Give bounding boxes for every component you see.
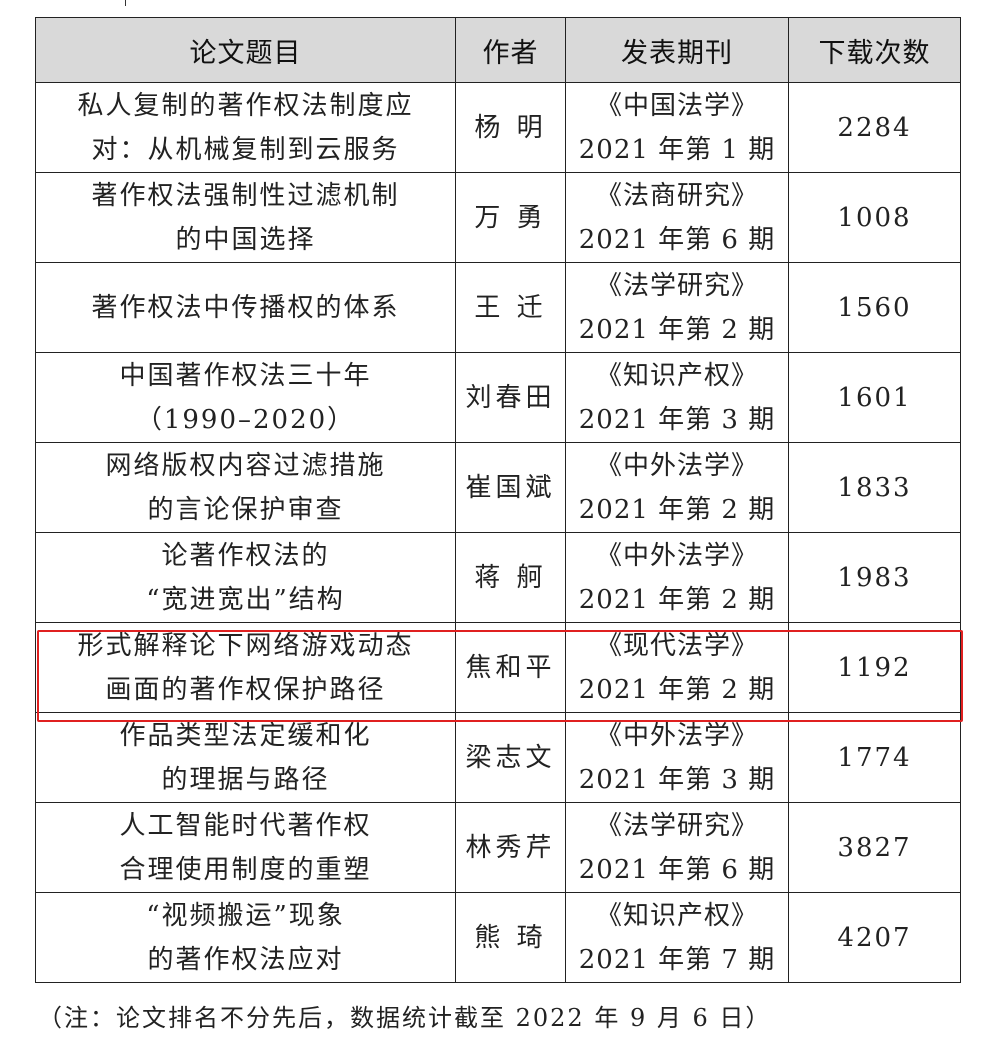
journal: 《中外法学》 2021 年第 3 期 xyxy=(565,712,789,803)
table-row: 形式解释论下网络游戏动态 画面的著作权保护路径 焦和平 《现代法学》 2021 年第 2… xyxy=(35,622,961,713)
title-line-1: 私人复制的著作权法制度应 xyxy=(77,90,414,121)
title-line-2: 的中国选择 xyxy=(175,224,316,255)
download-count: 1983 xyxy=(788,532,961,623)
journal-issue: 2021 年第 3 期 xyxy=(578,404,776,435)
journal: 《中外法学》 2021 年第 2 期 xyxy=(565,442,789,533)
journal: 《知识产权》 2021 年第 7 期 xyxy=(565,892,789,983)
author: 林秀芹 xyxy=(455,802,566,893)
title-line-2: 对：从机械复制到云服务 xyxy=(91,134,400,165)
journal-issue: 2021 年第 2 期 xyxy=(578,584,776,615)
title-line-2: （1990–2020） xyxy=(135,404,356,435)
journal-issue: 2021 年第 3 期 xyxy=(578,764,776,795)
journal-name: 《知识产权》 xyxy=(595,900,758,931)
header-row: 论文题目 作者 发表期刊 下载次数 xyxy=(35,17,961,83)
journal-name: 《知识产权》 xyxy=(595,360,758,391)
paper-title: 作品类型法定缓和化 的理据与路径 xyxy=(35,712,456,803)
author: 崔国斌 xyxy=(455,442,566,533)
download-count: 1601 xyxy=(788,352,961,443)
journal-name: 《法学研究》 xyxy=(595,810,758,841)
journal-issue: 2021 年第 1 期 xyxy=(578,134,776,165)
footnote: （注：论文排名不分先后，数据统计截至 2022 年 9 月 6 日） xyxy=(38,1004,772,1032)
author: 万 勇 xyxy=(455,172,566,263)
title-line-1: 形式解释论下网络游戏动态 xyxy=(77,630,414,661)
download-count: 4207 xyxy=(788,892,961,983)
title-line-1: “视频搬运”现象 xyxy=(146,900,345,931)
journal-issue: 2021 年第 6 期 xyxy=(578,854,776,885)
table-row: 著作权法中传播权的体系 王 迁《法学研究》 2021 年第 2 期 1560 xyxy=(35,262,961,353)
title-line-2: 的理据与路径 xyxy=(161,764,330,795)
journal-name: 《法商研究》 xyxy=(595,180,758,211)
author: 焦和平 xyxy=(455,622,566,713)
title-line-1: 著作权法强制性过滤机制 xyxy=(91,180,400,211)
journal-name: 《中国法学》 xyxy=(595,90,758,121)
journal-name: 《法学研究》 xyxy=(595,270,758,301)
title-line-2: 合理使用制度的重塑 xyxy=(119,854,372,885)
author: 王 迁 xyxy=(455,262,566,353)
title-line-1: 网络版权内容过滤措施 xyxy=(105,450,386,481)
journal: 《法商研究》 2021 年第 6 期 xyxy=(565,172,789,263)
paper-title: 中国著作权法三十年 （1990–2020） xyxy=(35,352,456,443)
title-line-1: 作品类型法定缓和化 xyxy=(119,720,372,751)
journal-issue: 2021 年第 2 期 xyxy=(578,314,776,345)
journal: 《法学研究》 2021 年第 2 期 xyxy=(565,262,789,353)
paper-title: 著作权法强制性过滤机制 的中国选择 xyxy=(35,172,456,263)
journal-name: 《现代法学》 xyxy=(595,630,758,661)
download-count: 1833 xyxy=(788,442,961,533)
table-row: 作品类型法定缓和化 的理据与路径 梁志文 《中外法学》 2021 年第 3 期 1774 xyxy=(35,712,961,803)
author: 梁志文 xyxy=(455,712,566,803)
table-row: 人工智能时代著作权 合理使用制度的重塑 林秀芹 《法学研究》 2021 年第 6 期 38… xyxy=(35,802,961,893)
download-count: 1560 xyxy=(788,262,961,353)
download-count: 1774 xyxy=(788,712,961,803)
download-count: 2284 xyxy=(788,82,961,173)
title-line-1: 中国著作权法三十年 xyxy=(119,360,372,391)
journal-issue: 2021 年第 2 期 xyxy=(578,674,776,705)
download-count: 3827 xyxy=(788,802,961,893)
title-line-1: 著作权法中传播权的体系 xyxy=(91,292,400,323)
journal: 《中外法学》 2021 年第 2 期 xyxy=(565,532,789,623)
header-title: 论文题目 xyxy=(35,17,456,83)
title-line-1: 人工智能时代著作权 xyxy=(119,810,372,841)
paper-title: 著作权法中传播权的体系 xyxy=(35,262,456,353)
journal: 《现代法学》 2021 年第 2 期 xyxy=(565,622,789,713)
paper-title: “视频搬运”现象 的著作权法应对 xyxy=(35,892,456,983)
table-row: 私人复制的著作权法制度应 对：从机械复制到云服务杨 明《中国法学》 2021 年第 … xyxy=(35,82,961,173)
journal-name: 《中外法学》 xyxy=(595,540,758,571)
header-downloads: 下载次数 xyxy=(788,17,961,83)
journal-issue: 2021 年第 6 期 xyxy=(578,224,776,255)
journal-issue: 2021 年第 7 期 xyxy=(578,944,776,975)
paper-title: 网络版权内容过滤措施 的言论保护审查 xyxy=(35,442,456,533)
journal: 《法学研究》 2021 年第 6 期 xyxy=(565,802,789,893)
title-line-1: 论著作权法的 xyxy=(161,540,330,571)
papers-table: 论文题目 作者 发表期刊 下载次数 私人复制的著作权法制度应 对：从机械复制到云服… xyxy=(35,17,961,983)
table-row: 网络版权内容过滤措施 的言论保护审查 崔国斌 《中外法学》 2021 年第 2 期 183… xyxy=(35,442,961,533)
download-count: 1192 xyxy=(788,622,961,713)
title-line-2: 的著作权法应对 xyxy=(147,944,344,975)
author: 熊 琦 xyxy=(455,892,566,983)
header-journal: 发表期刊 xyxy=(565,17,789,83)
author: 杨 明 xyxy=(455,82,566,173)
table-row: “视频搬运”现象 的著作权法应对熊 琦《知识产权》 2021 年第 7 期 4207 xyxy=(35,892,961,983)
journal-issue: 2021 年第 2 期 xyxy=(578,494,776,525)
header-author: 作者 xyxy=(455,17,566,83)
table-row: 论著作权法的 “宽进宽出”结构 蒋 舸《中外法学》 2021 年第 2 期 1983 xyxy=(35,532,961,623)
journal: 《知识产权》 2021 年第 3 期 xyxy=(565,352,789,443)
title-line-2: 的言论保护审查 xyxy=(147,494,344,525)
title-line-2: “宽进宽出”结构 xyxy=(146,584,345,615)
author: 蒋 舸 xyxy=(455,532,566,623)
journal: 《中国法学》 2021 年第 1 期 xyxy=(565,82,789,173)
table-row: 中国著作权法三十年 （1990–2020） 刘春田 《知识产权》 2021 年第 3 期… xyxy=(35,352,961,443)
paper-title: 私人复制的著作权法制度应 对：从机械复制到云服务 xyxy=(35,82,456,173)
journal-name: 《中外法学》 xyxy=(595,450,758,481)
author: 刘春田 xyxy=(455,352,566,443)
journal-name: 《中外法学》 xyxy=(595,720,758,751)
scan-mark xyxy=(125,0,126,6)
download-count: 1008 xyxy=(788,172,961,263)
paper-title: 人工智能时代著作权 合理使用制度的重塑 xyxy=(35,802,456,893)
paper-title: 论著作权法的 “宽进宽出”结构 xyxy=(35,532,456,623)
title-line-2: 画面的著作权保护路径 xyxy=(105,674,386,705)
paper-title: 形式解释论下网络游戏动态 画面的著作权保护路径 xyxy=(35,622,456,713)
table-row: 著作权法强制性过滤机制 的中国选择万 勇《法商研究》 2021 年第 6 期 1008 xyxy=(35,172,961,263)
